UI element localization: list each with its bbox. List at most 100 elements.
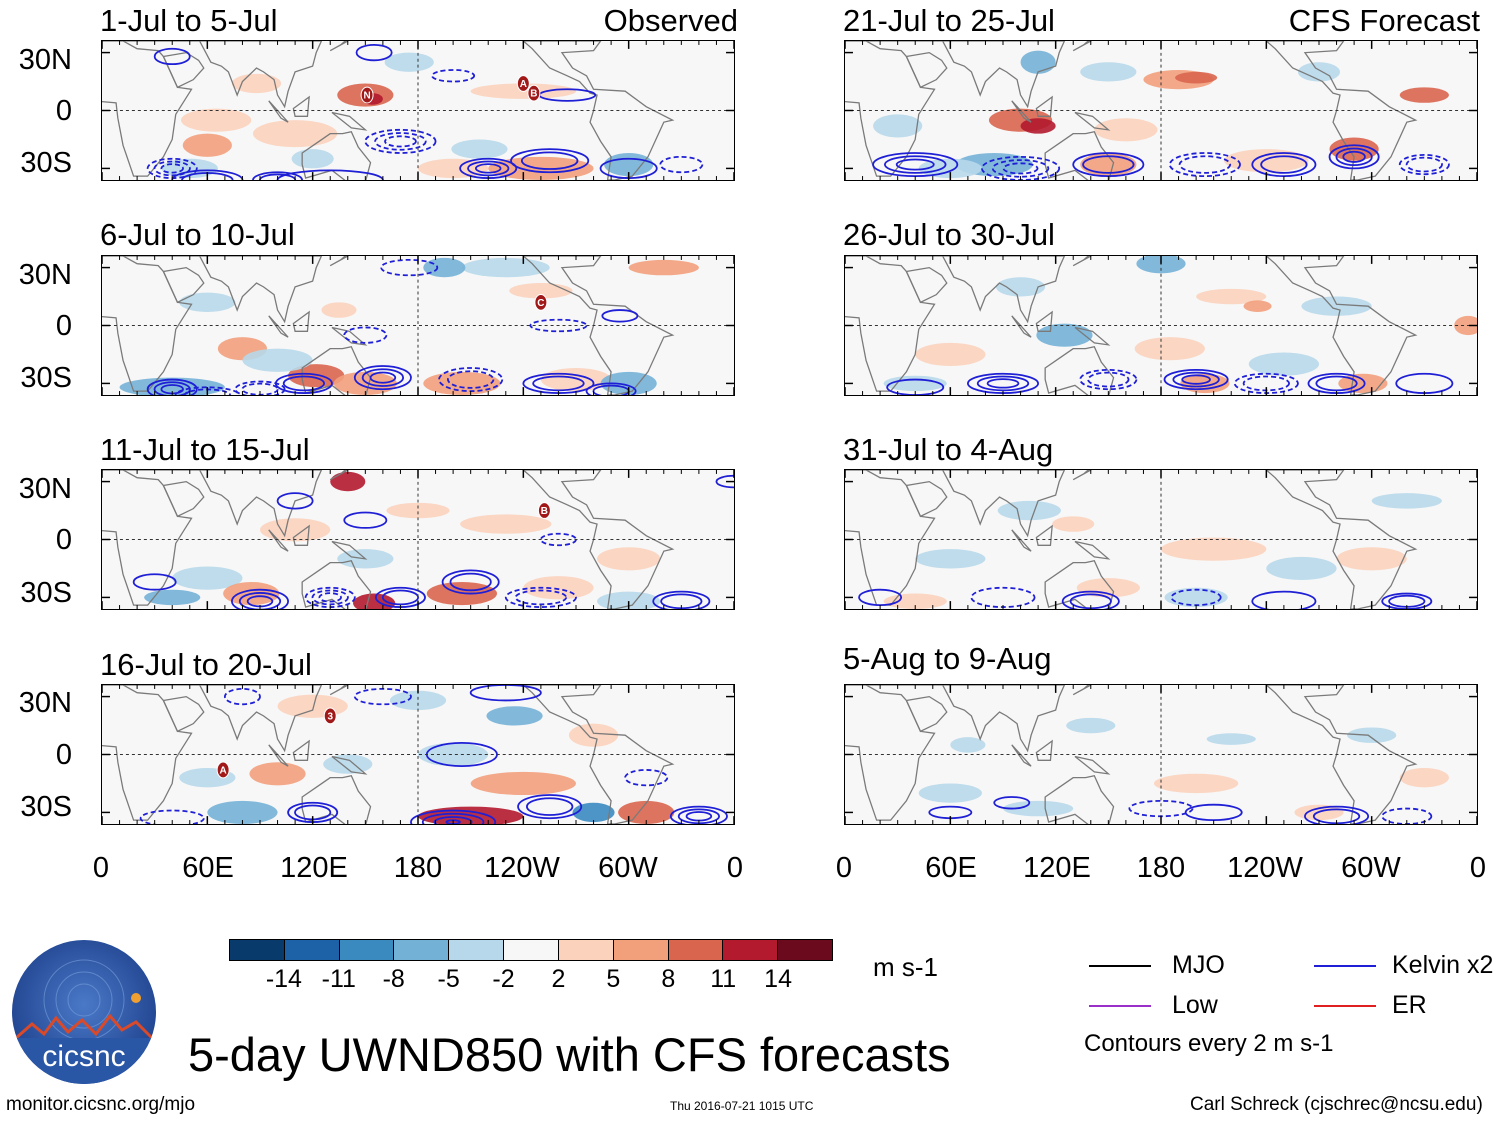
- colorbar-swatch: [394, 940, 450, 960]
- wind-anomaly-shading: [628, 259, 699, 276]
- colorbar-tick-label: -2: [492, 965, 515, 993]
- coastline: [292, 95, 310, 117]
- kelvin-contour: [469, 685, 542, 702]
- coastline: [1044, 774, 1115, 824]
- coastline: [329, 256, 349, 267]
- colorbar-swatch: [284, 940, 340, 960]
- coastline: [102, 256, 323, 324]
- colorbar-tick-label: -14: [265, 965, 302, 993]
- wind-anomaly-shading: [1206, 733, 1256, 745]
- colorbar-swatch: [504, 940, 559, 960]
- kelvin-contour: [433, 816, 473, 824]
- colorbar-tick-label: 8: [661, 965, 676, 993]
- lon-label: 0: [726, 852, 744, 884]
- kelvin-contour: [318, 592, 342, 603]
- kelvin-contour: [153, 47, 191, 66]
- storm-marker-label: 3: [327, 711, 333, 722]
- coastline: [1044, 559, 1115, 609]
- cfs-forecast-label: CFS Forecast: [1288, 3, 1480, 38]
- coastline: [292, 310, 310, 332]
- kelvin-contour: [410, 809, 497, 824]
- map-svg: B: [102, 470, 734, 609]
- colorbar-tick-label: -11: [321, 965, 356, 993]
- kelvin-contour: [624, 769, 669, 787]
- kelvin-contour: [1087, 371, 1130, 388]
- wind-anomaly-shading: [461, 257, 550, 278]
- wind-anomaly-shading: [918, 158, 982, 179]
- panel-title-7: 31-Jul to 4-Aug: [843, 432, 1054, 467]
- kelvin-contour: [1260, 155, 1308, 174]
- storm-marker-label: A: [520, 79, 527, 90]
- wind-anomaly-shading: [486, 706, 543, 726]
- wind-anomaly-shading: [451, 139, 508, 159]
- colorbar-swatch: [613, 940, 669, 960]
- wind-anomaly-shading: [144, 589, 201, 606]
- kelvin-contour: [514, 589, 568, 606]
- coastline: [522, 256, 675, 395]
- lat-label-30n: 30N: [18, 259, 72, 291]
- contours-note: Contours every 2 m s-1: [1084, 1030, 1334, 1057]
- kelvin-contour: [585, 382, 637, 395]
- coastline: [1072, 470, 1092, 481]
- kelvin-contour: [1335, 147, 1373, 167]
- map-svg: [845, 685, 1477, 824]
- coastline: [301, 130, 372, 180]
- wind-anomaly-shading: [1454, 315, 1477, 336]
- coastline: [1035, 310, 1053, 332]
- kelvin-contour: [1168, 152, 1241, 178]
- cicsnc-logo: cicsnc: [10, 938, 158, 1086]
- coastline: [1035, 95, 1053, 117]
- kelvin-contour: [381, 589, 420, 606]
- map-svg: [845, 470, 1477, 609]
- coastline: [102, 470, 193, 606]
- kelvin-contour: [970, 586, 1036, 608]
- wind-anomaly-shading: [618, 800, 675, 824]
- kelvin-contour: [238, 592, 282, 609]
- colorbar-tick-label: -5: [437, 965, 460, 993]
- coastline: [102, 41, 193, 177]
- wind-anomaly-shading: [181, 108, 252, 132]
- wind-anomaly-shading: [207, 800, 278, 824]
- wind-anomaly-shading: [242, 348, 313, 372]
- kelvin-contour: [1163, 369, 1229, 391]
- coastline: [1265, 685, 1418, 824]
- kelvin-contour: [991, 159, 1050, 178]
- kelvin-contour: [981, 155, 1061, 180]
- kelvin-contour: [1181, 374, 1211, 385]
- wind-anomaly-shading: [386, 502, 450, 519]
- storm-marker: C: [534, 293, 548, 311]
- coastline: [102, 256, 193, 392]
- wind-anomaly-shading: [1399, 87, 1449, 103]
- kelvin-contour: [153, 160, 191, 177]
- kelvin-contour: [353, 365, 412, 391]
- coastline: [1011, 529, 1032, 552]
- kelvin-contour: [1328, 144, 1380, 170]
- er-legend-line: [1314, 1005, 1376, 1007]
- footer-url[interactable]: monitor.cicsnc.org/mjo: [6, 1094, 196, 1115]
- kelvin-contour: [1342, 150, 1366, 163]
- wind-anomaly-shading: [1196, 288, 1267, 305]
- coastline: [331, 326, 368, 346]
- colorbar-tick-label: 2: [551, 965, 566, 993]
- coastline: [845, 470, 936, 606]
- coastline: [301, 559, 372, 609]
- wind-anomaly-shading: [249, 762, 306, 786]
- colorbar-swatch: [668, 940, 724, 960]
- kelvin-contour: [504, 586, 577, 608]
- map-panel: B: [101, 469, 735, 610]
- colorbar-swatch: [230, 940, 285, 960]
- coastline: [292, 739, 310, 761]
- colorbar-units: m s-1: [873, 952, 938, 982]
- wind-anomaly-shading: [572, 802, 615, 823]
- map-svg: 3A: [102, 685, 734, 824]
- coastline: [845, 685, 936, 821]
- wind-anomaly-shading: [597, 591, 661, 609]
- kelvin-contour: [669, 805, 728, 824]
- coastline: [102, 685, 193, 821]
- wind-anomaly-shading: [873, 114, 923, 138]
- panel-title-5: 21-Jul to 25-Jul: [843, 3, 1055, 38]
- lat-label-0: 0: [55, 310, 72, 342]
- lon-label: 120E: [280, 852, 348, 884]
- lon-label: 60E: [925, 852, 977, 884]
